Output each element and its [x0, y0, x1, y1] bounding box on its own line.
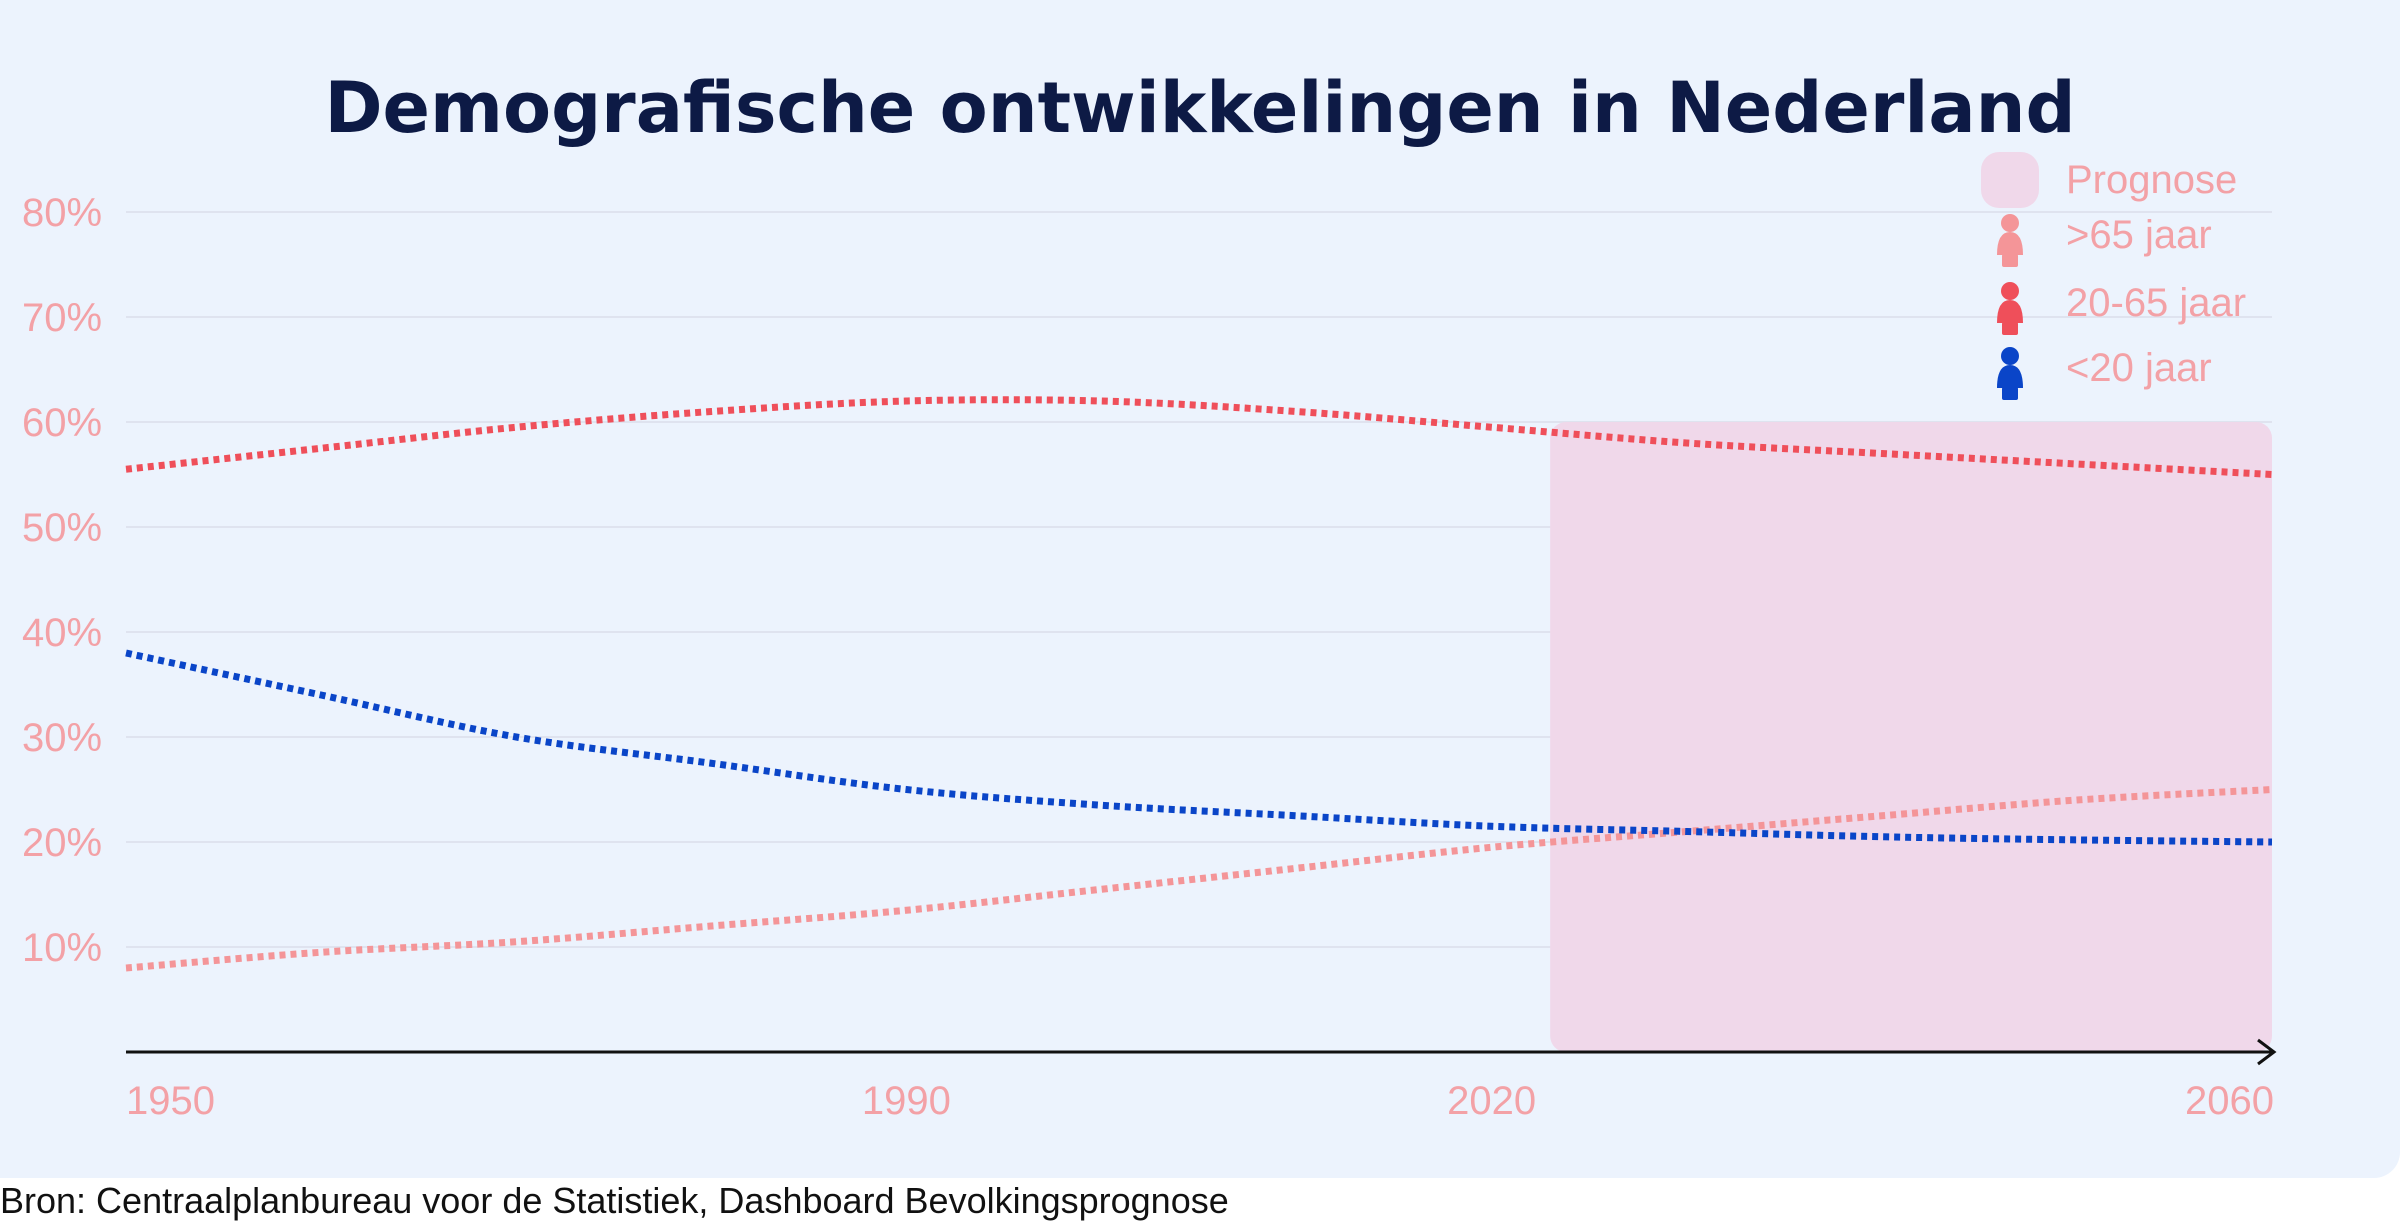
x-tick-label: 1990: [862, 1079, 951, 1123]
y-tick-label: 70%: [22, 296, 102, 340]
y-tick-label: 80%: [22, 191, 102, 235]
series-line-under-20: [125, 649, 2273, 846]
legend: Prognose >65 jaar 20-65 jaar <20 jaar: [1981, 152, 2246, 400]
person-icon: [1997, 347, 2023, 400]
legend-label-under-20: <20 jaar: [2066, 346, 2212, 390]
y-tick-label: 40%: [22, 611, 102, 655]
grid: [126, 211, 2272, 948]
y-tick-label: 60%: [22, 401, 102, 445]
y-tick-label: 50%: [22, 506, 102, 550]
person-icon: [1997, 282, 2023, 335]
x-tick-label: 2020: [1447, 1079, 1536, 1123]
legend-label-20-65: 20-65 jaar: [2066, 281, 2246, 325]
legend-swatch-prognose: [1981, 152, 2039, 208]
forecast-region-layer: [1550, 422, 2272, 1052]
y-axis-ticks: 10% 20% 30% 40% 50% 60% 70% 80%: [22, 191, 102, 970]
y-tick-label: 10%: [22, 926, 102, 970]
series-layer: [125, 396, 2273, 972]
x-axis-ticks: 1950 1990 2020 2060: [126, 1079, 2274, 1123]
chart: Demografische ontwikkelingen in Nederlan…: [22, 67, 2277, 1123]
y-tick-label: 30%: [22, 716, 102, 760]
person-icon: [1997, 214, 2023, 267]
x-axis-arrow: [2257, 1038, 2277, 1066]
chart-card: Demografische ontwikkelingen in Nederlan…: [0, 0, 2400, 1178]
legend-label-prognose: Prognose: [2066, 158, 2237, 202]
legend-label-65-plus: >65 jaar: [2066, 213, 2212, 257]
source-note: Bron: Centraalplanbureau voor de Statist…: [0, 1180, 1229, 1221]
x-tick-label: 2060: [2185, 1079, 2274, 1123]
series-line-65-plus: [125, 786, 2273, 972]
y-tick-label: 20%: [22, 821, 102, 865]
chart-title: Demografische ontwikkelingen in Nederlan…: [324, 67, 2075, 149]
x-tick-label: 1950: [126, 1079, 215, 1123]
forecast-region: [1550, 422, 2272, 1052]
x-axis: [126, 1038, 2277, 1066]
